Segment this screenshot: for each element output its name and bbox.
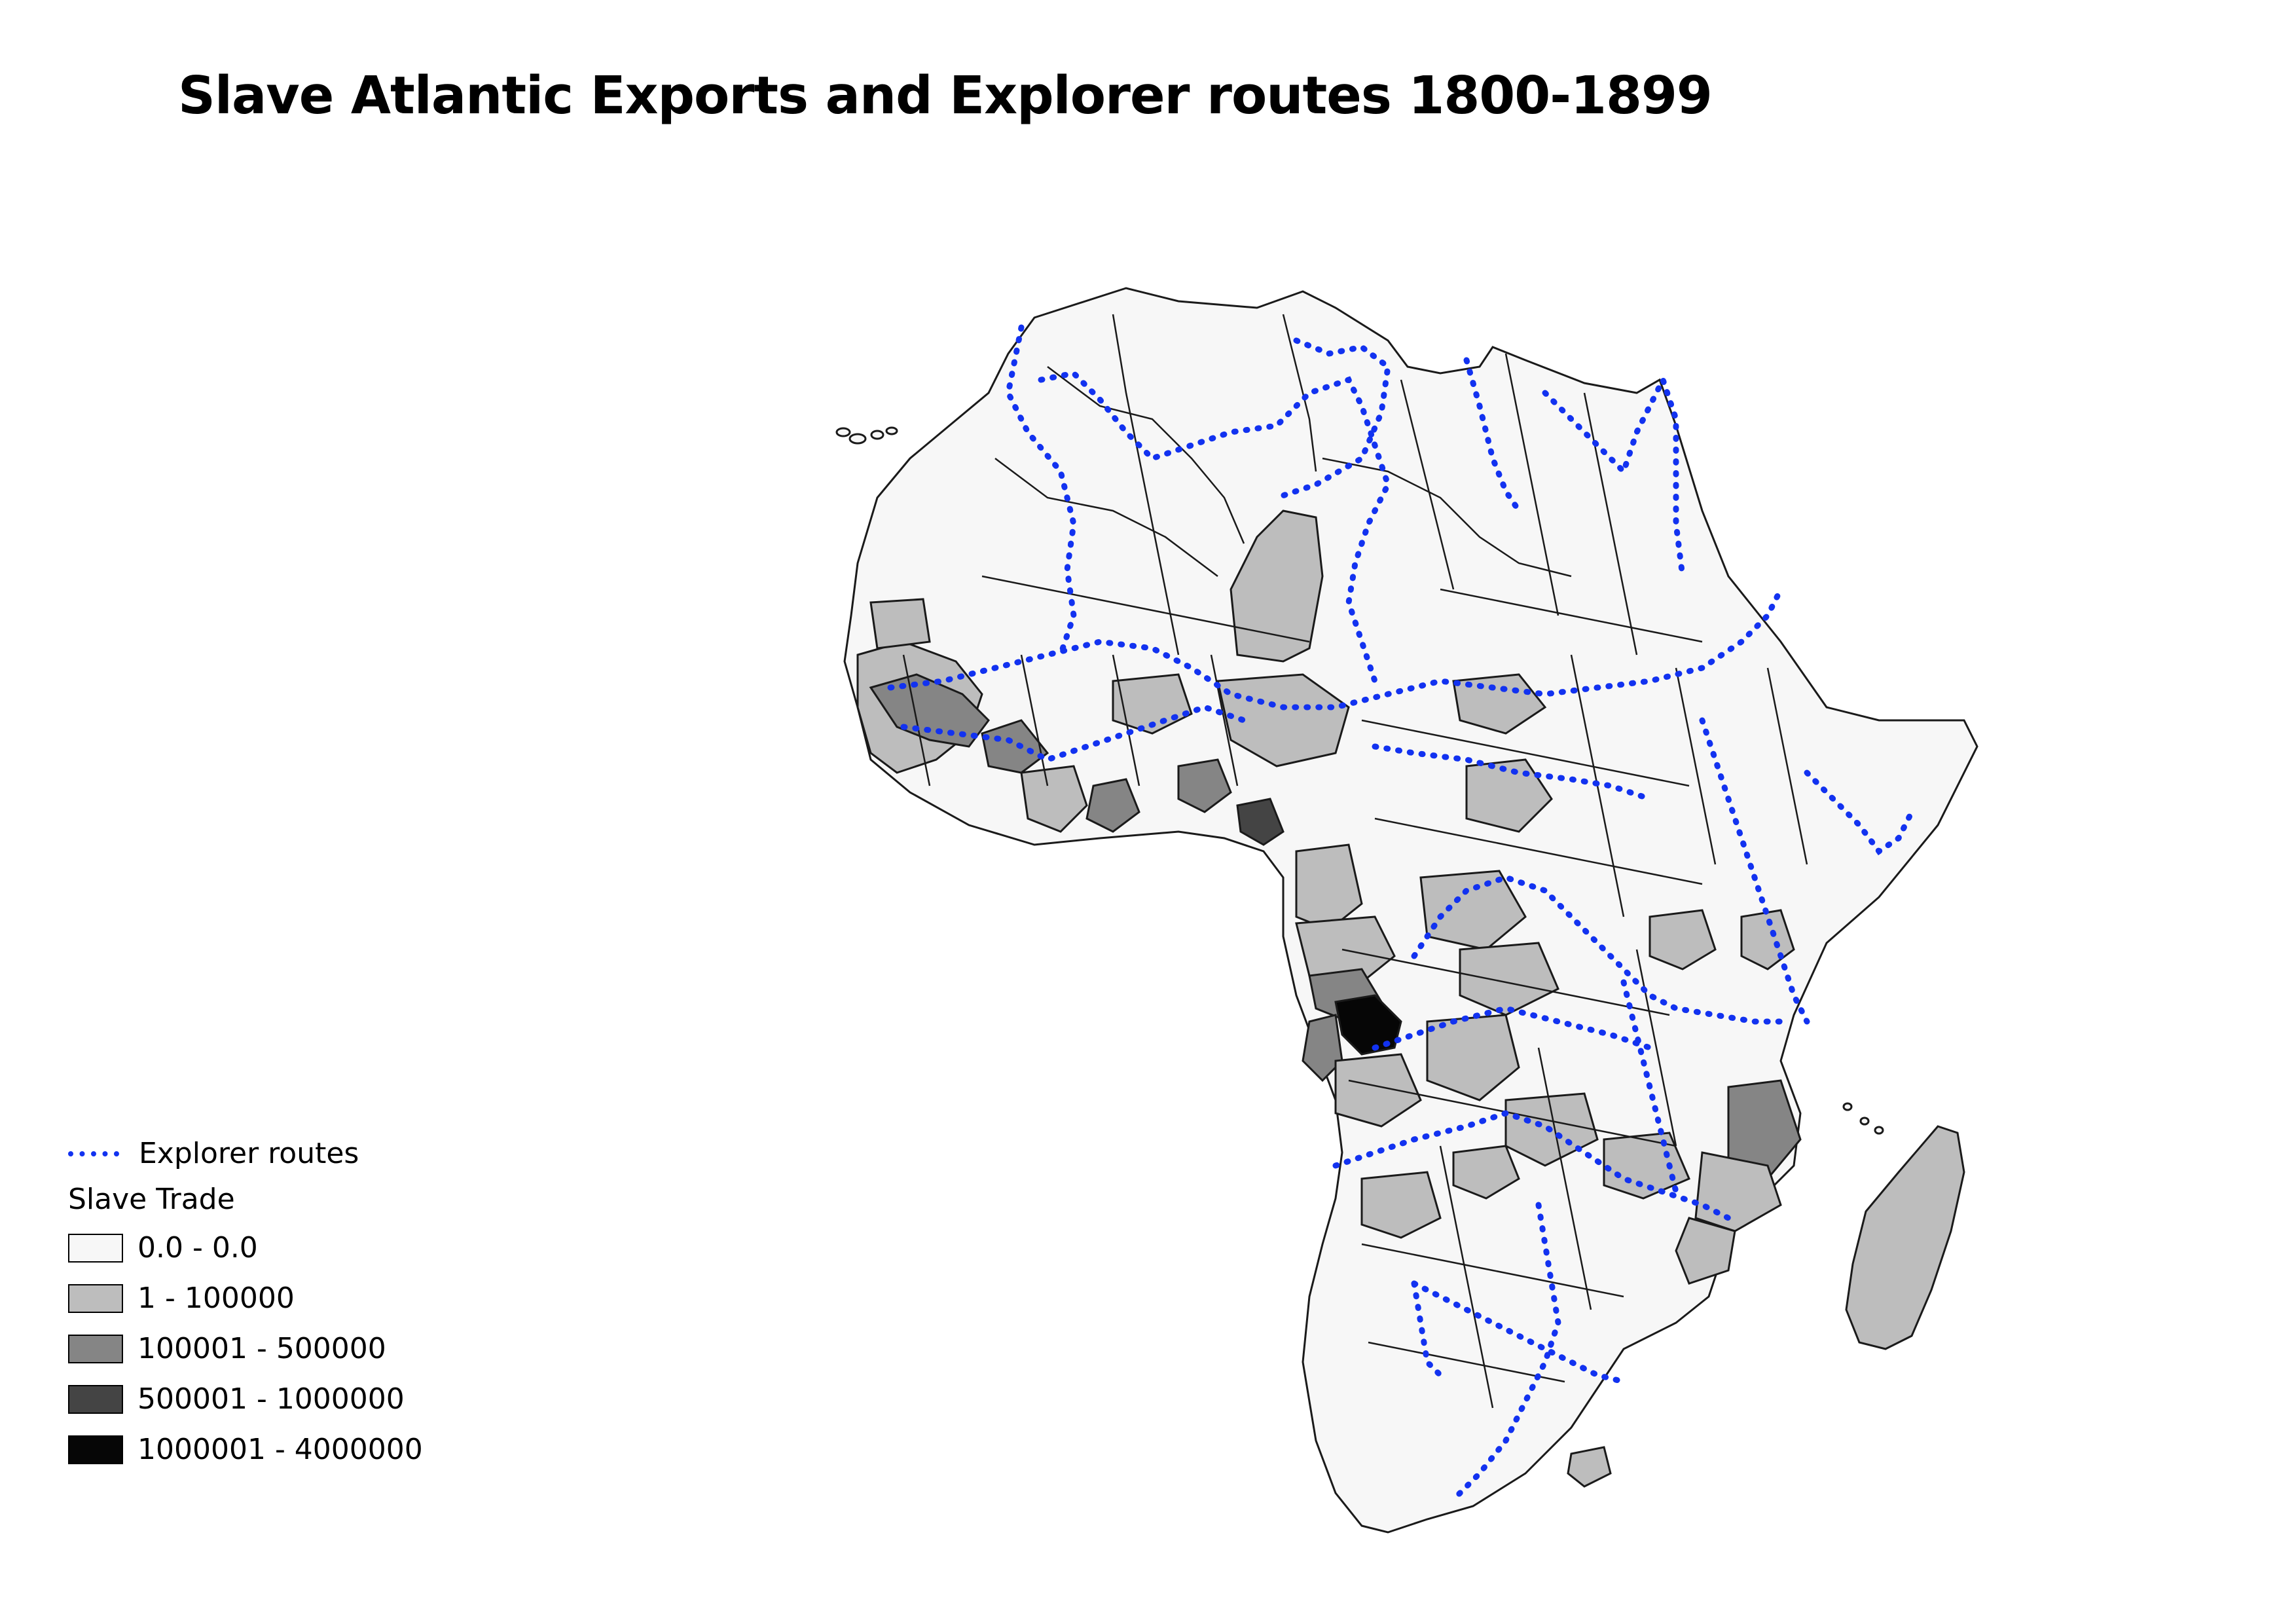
route-11 <box>1332 1110 1732 1221</box>
region-benguela <box>1334 1053 1422 1128</box>
explorer-route-swatch <box>68 1151 119 1156</box>
legend-heading: Slave Trade <box>68 1183 235 1216</box>
route-8 <box>1372 743 1653 802</box>
route-10 <box>1372 1005 1653 1051</box>
region-gabon <box>1295 843 1363 931</box>
region-guinea <box>981 719 1049 774</box>
route-7 <box>900 704 1247 763</box>
region-sahel-west <box>869 598 931 650</box>
route-9 <box>1411 874 1784 1025</box>
madagascar <box>1845 1125 1965 1350</box>
legend: Explorer routes Slave Trade 0.0 - 0.0 1 … <box>68 1113 566 1480</box>
route-17 <box>1620 979 1679 1195</box>
legend-class-row: 1000001 - 4000000 <box>68 1433 423 1466</box>
legend-class-label: 0.0 - 0.0 <box>137 1231 258 1264</box>
legend-class-row: 1 - 100000 <box>68 1282 295 1315</box>
legend-routes-label: Explorer routes <box>139 1137 359 1170</box>
legend-class-row: 0.0 - 0.0 <box>68 1231 258 1264</box>
legend-swatch <box>68 1384 123 1414</box>
legend-swatch <box>68 1334 123 1363</box>
route-6 <box>887 586 1784 710</box>
slave-trade-regions <box>856 509 1802 1488</box>
legend-class-row: 100001 - 500000 <box>68 1332 386 1365</box>
region-biafra <box>1236 798 1285 846</box>
region-mozambique-north <box>1727 1079 1802 1180</box>
route-1 <box>1005 324 1077 658</box>
region-lake-region <box>1649 909 1717 970</box>
region-angola-coast <box>1302 1014 1343 1082</box>
region-congo-basin <box>1419 870 1527 951</box>
route-12 <box>1411 1280 1627 1385</box>
legend-class-label: 1000001 - 4000000 <box>137 1433 423 1466</box>
legend-class-label: 1 - 100000 <box>137 1282 295 1315</box>
region-luanda <box>1334 994 1402 1056</box>
region-zambezi <box>1603 1132 1690 1200</box>
region-kalahari-north <box>1452 1145 1520 1200</box>
region-ivory <box>1020 765 1088 833</box>
legend-swatch <box>68 1283 123 1313</box>
legend-class-row: 500001 - 1000000 <box>68 1382 405 1416</box>
legend-swatch <box>68 1435 123 1464</box>
route-15 <box>1699 717 1810 1025</box>
route-14 <box>1411 1280 1444 1378</box>
region-cape-east <box>1567 1446 1612 1488</box>
legend-class-label: 500001 - 1000000 <box>137 1382 405 1416</box>
region-gold-coast <box>1085 778 1140 833</box>
route-2 <box>1038 370 1391 684</box>
region-kasai <box>1459 942 1559 1016</box>
region-darfur <box>1465 758 1553 833</box>
islands <box>835 426 1884 1135</box>
region-bight-benin <box>1177 758 1232 813</box>
region-angola-interior <box>1426 1014 1520 1101</box>
map-title: Slave Atlantic Exports and Explorer rout… <box>178 65 1713 126</box>
explorer-routes <box>887 324 1915 1503</box>
route-5 <box>1542 372 1686 580</box>
route-4 <box>1463 357 1522 514</box>
region-sahara-corridor <box>1230 509 1324 663</box>
africa-mainland <box>843 287 1978 1534</box>
region-barotse <box>1360 1171 1442 1239</box>
legend-swatch <box>68 1233 123 1263</box>
region-mozambique-south <box>1675 1217 1736 1285</box>
legend-routes-row: Explorer routes <box>68 1137 359 1170</box>
region-central-sudan <box>1452 673 1547 735</box>
homeland-boundaries <box>902 314 1808 1409</box>
legend-class-label: 100001 - 500000 <box>137 1332 386 1365</box>
